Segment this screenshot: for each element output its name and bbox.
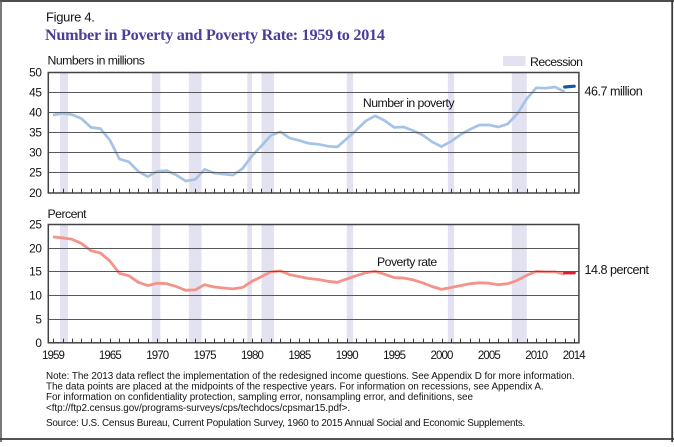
svg-text:10: 10 <box>29 289 42 303</box>
svg-text:Note: The 2013 data reflect th: Note: The 2013 data reflect the implemen… <box>46 371 575 382</box>
svg-text:14.8 percent: 14.8 percent <box>585 263 650 277</box>
svg-text:Percent: Percent <box>48 207 88 221</box>
svg-text:25: 25 <box>29 166 42 180</box>
svg-text:The data points are placed at: The data points are placed at the midpoi… <box>46 382 544 393</box>
svg-text:1995: 1995 <box>383 350 405 362</box>
svg-text:0: 0 <box>35 336 42 350</box>
svg-text:2005: 2005 <box>478 350 500 362</box>
svg-text:1959: 1959 <box>42 350 64 362</box>
svg-text:20: 20 <box>29 186 42 200</box>
svg-text:1990: 1990 <box>336 350 358 362</box>
svg-text:<ftp://ftp2.census.gov/program: <ftp://ftp2.census.gov/programs-surveys/… <box>46 403 350 414</box>
svg-text:45: 45 <box>29 86 42 100</box>
svg-text:1980: 1980 <box>241 350 263 362</box>
svg-text:2010: 2010 <box>525 350 547 362</box>
svg-text:For information on confidentia: For information on confidentiality prote… <box>46 392 473 403</box>
svg-text:50: 50 <box>29 66 42 80</box>
svg-text:30: 30 <box>29 146 42 160</box>
svg-text:35: 35 <box>29 126 42 140</box>
svg-text:Figure 4.: Figure 4. <box>46 10 95 25</box>
svg-text:2014: 2014 <box>563 350 586 362</box>
svg-text:15: 15 <box>29 265 42 279</box>
svg-text:25: 25 <box>29 218 42 232</box>
svg-text:1985: 1985 <box>288 350 310 362</box>
svg-text:Number in Poverty and Poverty: Number in Poverty and Poverty Rate: 1959… <box>45 26 385 44</box>
svg-text:Numbers in millions: Numbers in millions <box>48 53 145 67</box>
svg-text:2000: 2000 <box>431 350 453 362</box>
svg-text:Poverty rate: Poverty rate <box>377 255 437 269</box>
svg-text:Recession: Recession <box>530 55 583 69</box>
svg-text:5: 5 <box>35 313 42 327</box>
svg-text:40: 40 <box>29 106 42 120</box>
svg-text:Number in poverty: Number in poverty <box>363 96 456 110</box>
svg-text:20: 20 <box>29 242 42 256</box>
svg-text:46.7 million: 46.7 million <box>585 85 643 99</box>
svg-text:1965: 1965 <box>99 350 121 362</box>
svg-text:Source: U.S. Census Bureau, Cu: Source: U.S. Census Bureau, Current Popu… <box>46 418 525 429</box>
svg-text:1975: 1975 <box>194 350 216 362</box>
svg-text:1970: 1970 <box>146 350 168 362</box>
